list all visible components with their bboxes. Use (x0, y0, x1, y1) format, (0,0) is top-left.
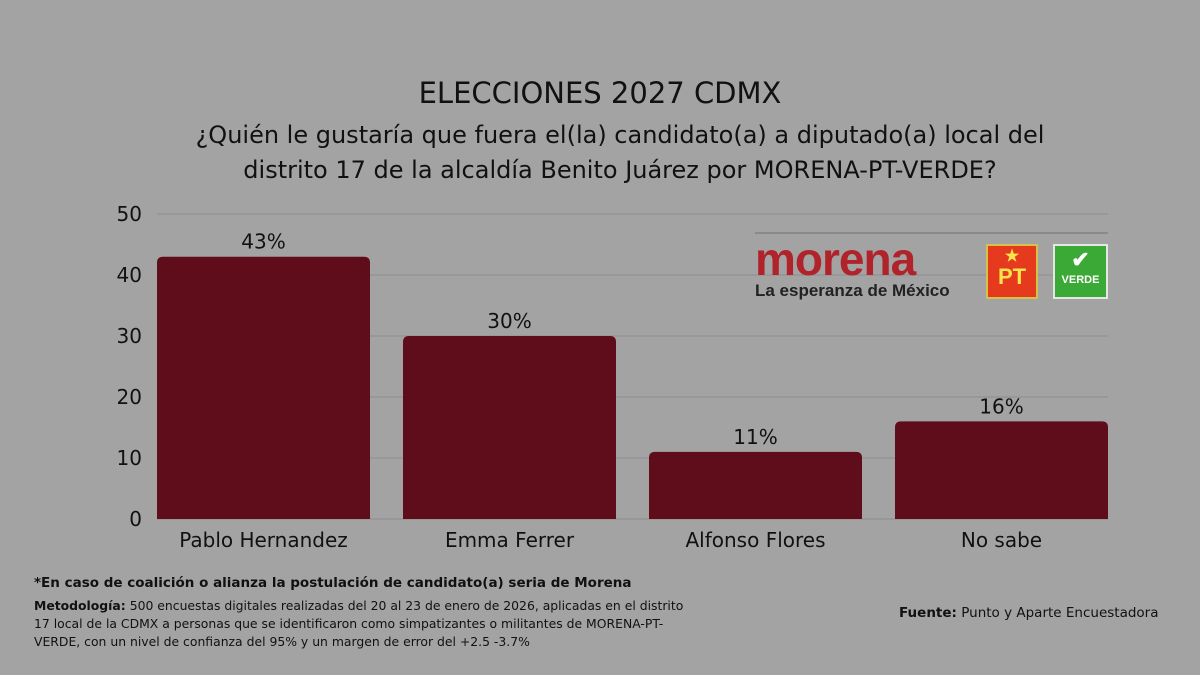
y-tick-label: 30 (117, 324, 142, 348)
coalition-note: *En caso de coalición o alianza la postu… (34, 575, 632, 591)
bar (403, 336, 616, 519)
y-tick-label: 10 (117, 446, 142, 470)
bar (157, 256, 370, 519)
y-tick-label: 0 (129, 507, 142, 531)
source: Fuente: Punto y Aparte Encuestadora (899, 605, 1159, 621)
party-logos: morena La esperanza de México ★ PT ✔ VER… (755, 232, 1108, 304)
y-tick-label: 20 (117, 385, 142, 409)
y-tick-label: 40 (117, 263, 142, 287)
toucan-icon: ✔ (1071, 247, 1090, 272)
x-tick-label: No sabe (961, 528, 1042, 552)
methodology: Metodología: 500 encuestas digitales rea… (34, 597, 694, 651)
data-label: 43% (241, 230, 285, 254)
y-tick-label: 50 (117, 202, 142, 226)
pt-logo: ★ PT (986, 244, 1038, 299)
morena-logo: morena (755, 233, 916, 285)
star-icon: ★ (1004, 248, 1020, 265)
x-tick-label: Pablo Hernandez (179, 528, 348, 552)
source-label: Fuente: (899, 605, 957, 621)
bar (895, 421, 1108, 519)
x-tick-label: Emma Ferrer (445, 528, 575, 552)
bar (649, 451, 862, 519)
methodology-text: 500 encuestas digitales realizadas del 2… (34, 598, 684, 649)
pt-logo-text: PT (997, 264, 1027, 289)
data-label: 11% (733, 425, 777, 449)
x-tick-label: Alfonso Flores (685, 528, 825, 552)
chart-title: ELECCIONES 2027 CDMX (418, 76, 782, 110)
verde-logo: ✔ VERDE (1053, 244, 1108, 299)
data-label: 30% (487, 309, 531, 333)
methodology-label: Metodología: (34, 598, 126, 613)
source-text: Punto y Aparte Encuestadora (956, 605, 1159, 621)
bar-chart: 0 10 20 30 40 50 43% Pablo Hernandez 30% Emma Fer… (117, 202, 1108, 552)
data-label: 16% (979, 394, 1023, 418)
verde-logo-text: VERDE (1061, 274, 1100, 286)
morena-tagline: La esperanza de México (755, 281, 950, 300)
chart-subtitle: ¿Quién le gustaría que fuera el(la) cand… (195, 121, 1045, 184)
